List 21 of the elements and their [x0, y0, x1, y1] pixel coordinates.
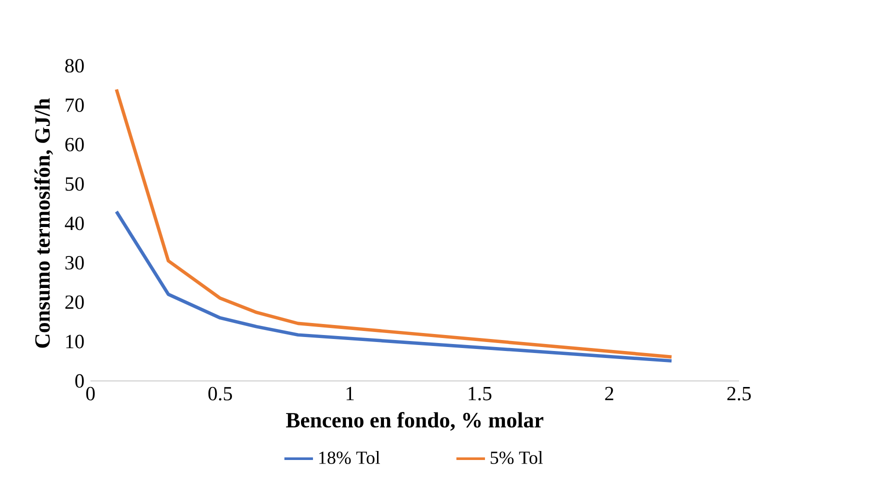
line-series [114, 210, 674, 362]
x-tick-label: 2.5 [727, 386, 751, 400]
y-tick-label: 50 [66, 177, 84, 191]
x-tick-label: 0 [86, 386, 95, 400]
y-tick-label: 40 [64, 216, 84, 230]
x-tick-label: 2 [605, 386, 614, 400]
legend-label: 18% Tol [319, 450, 380, 464]
y-tick-label: 10 [66, 334, 84, 348]
y-tick-label: 70 [66, 98, 84, 112]
y-tick-label: 60 [65, 138, 84, 152]
y-axis-title: Consumo termosifón, GJ/h [34, 98, 53, 348]
y-tick-label: 0 [75, 374, 84, 388]
y-tick-label: 20 [65, 295, 84, 309]
y-tick-label: 80 [65, 58, 84, 73]
y-tick-label: 30 [65, 256, 84, 270]
x-tick-label: 1 [346, 386, 354, 400]
x-tick-label: 1.5 [468, 386, 492, 400]
legend-label: 5% Tol [490, 450, 543, 464]
line-series [114, 88, 674, 359]
x-axis-title: Benceno en fondo, % molar [286, 412, 544, 431]
x-tick-label: 0.5 [208, 386, 232, 400]
